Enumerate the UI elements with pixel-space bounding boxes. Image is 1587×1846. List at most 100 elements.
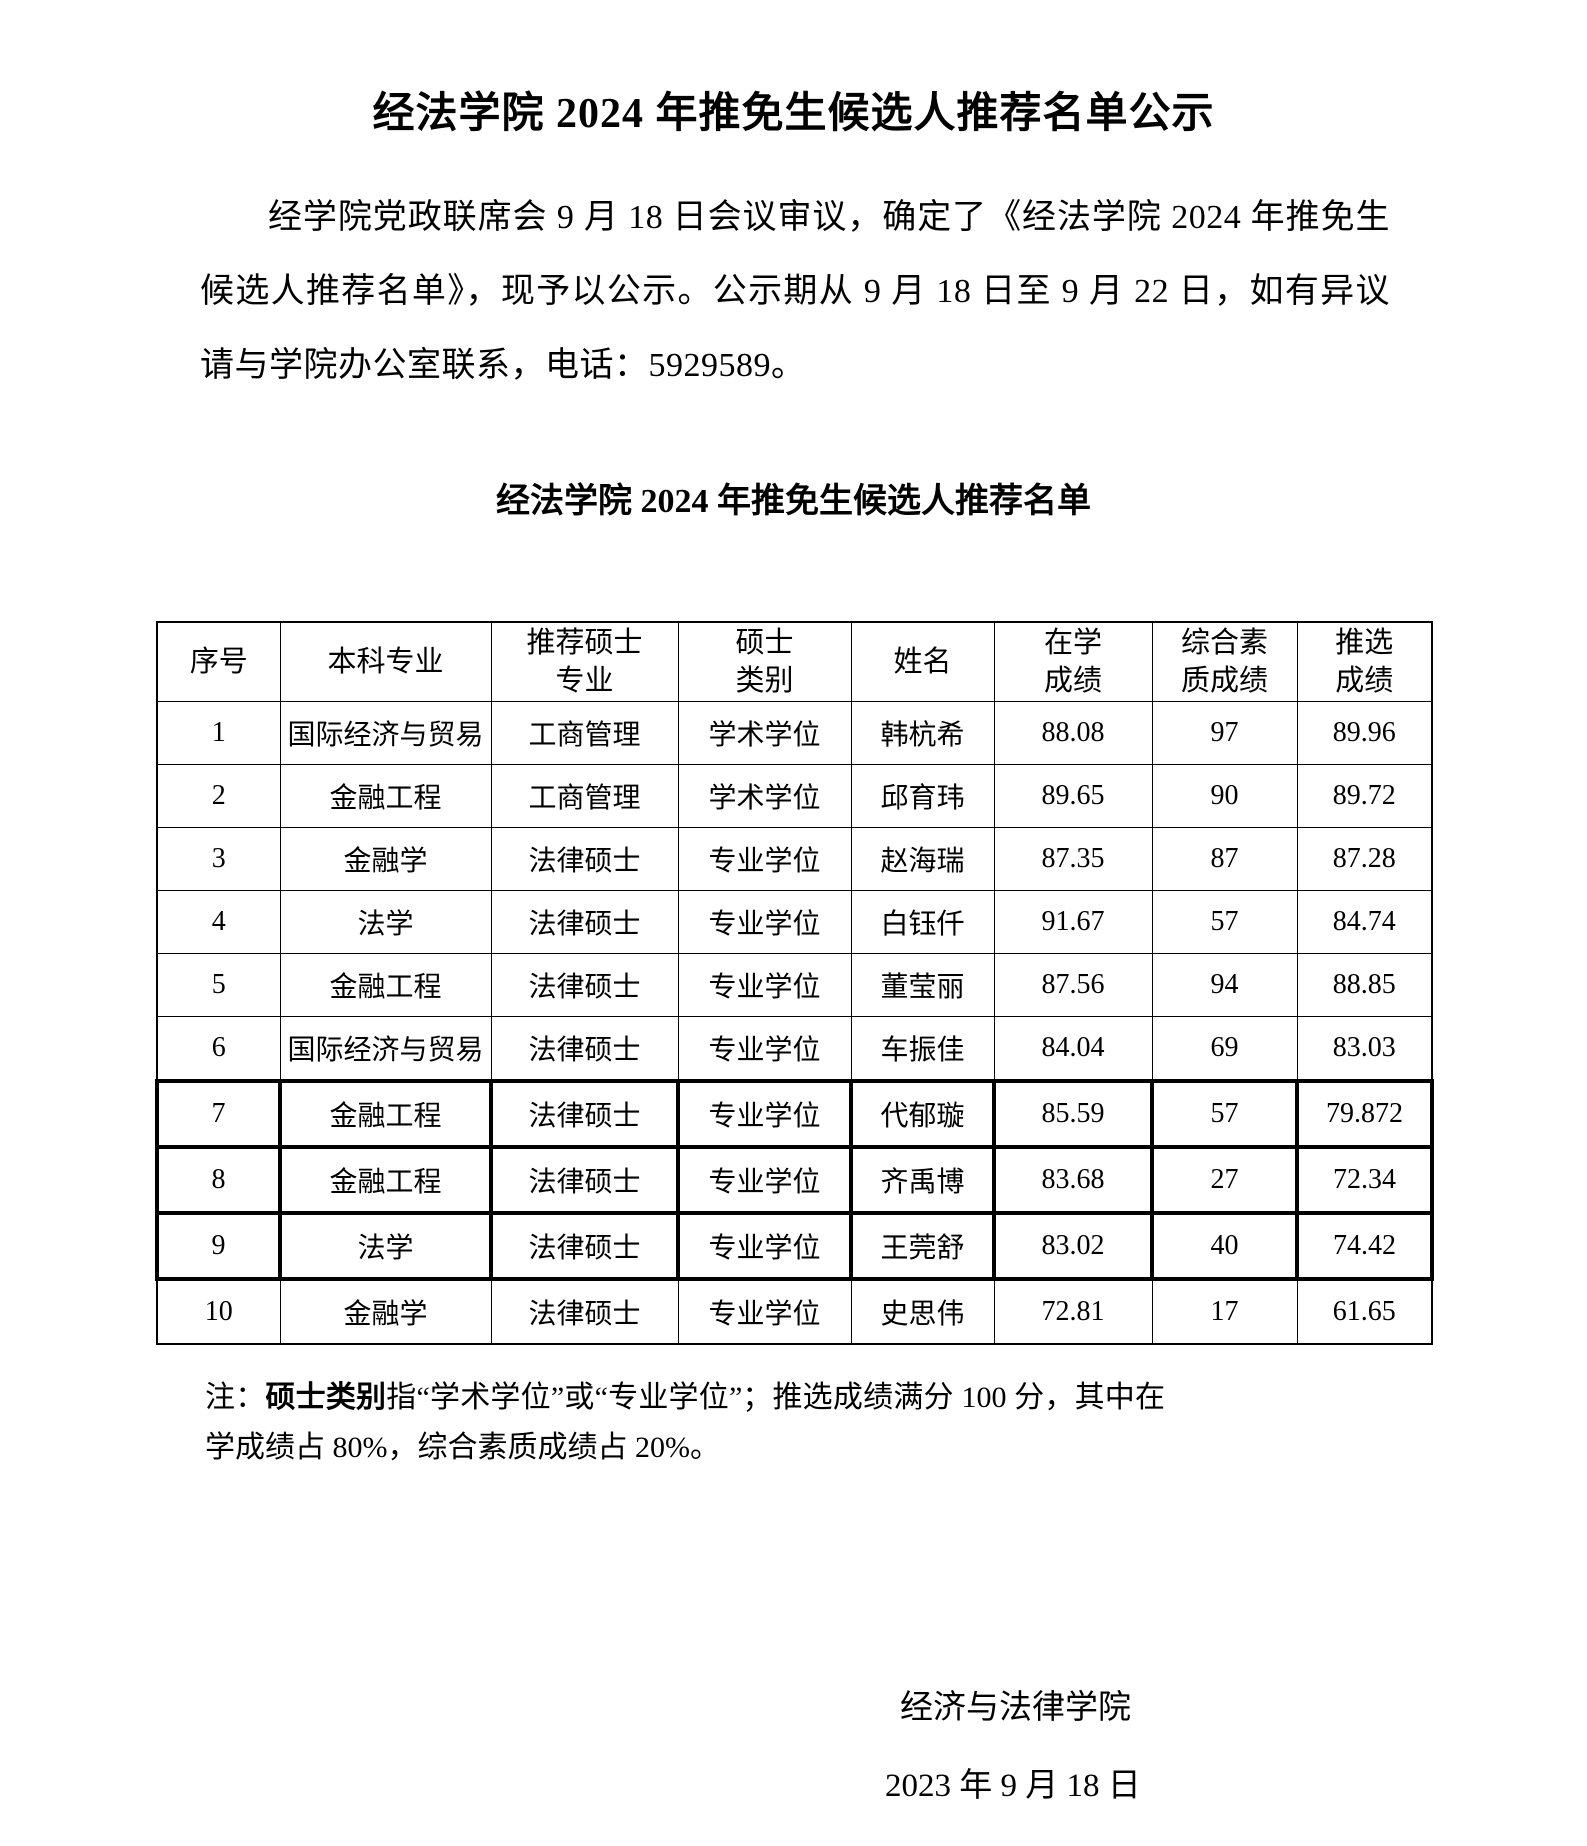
table-cell: 57 bbox=[1150, 1078, 1299, 1149]
table-row: 8 金融工程 法律硕士 专业学位 齐禹博 83.68 27 72.34 bbox=[155, 1144, 1434, 1215]
table-cell: 27 bbox=[1150, 1144, 1299, 1215]
table-cell: 白钰仟 bbox=[850, 889, 995, 954]
table-cell: 专业学位 bbox=[676, 1078, 853, 1149]
table-cell: 学术学位 bbox=[677, 700, 852, 765]
table-cell: 赵海瑞 bbox=[850, 826, 995, 891]
table-cell: 87.35 bbox=[993, 826, 1153, 891]
table-cell: 85.59 bbox=[992, 1078, 1154, 1149]
table-cell: 法律硕士 bbox=[489, 1210, 680, 1281]
column-header: 本科专业 bbox=[279, 621, 492, 702]
row-index-cell: 8 bbox=[155, 1144, 282, 1215]
date: 2023 年 9 月 18 日 bbox=[885, 1767, 1141, 1804]
table-cell: 89.96 bbox=[1296, 700, 1433, 765]
table-cell: 专业学位 bbox=[676, 1144, 853, 1215]
column-header: 序号 bbox=[156, 621, 281, 702]
table-cell: 王莞舒 bbox=[849, 1210, 996, 1281]
row-index-cell: 4 bbox=[156, 889, 281, 954]
note-rest: 指“学术学位”或“专业学位”；推选成绩满分 100 分，其中在学成绩占 80%，… bbox=[205, 1380, 1165, 1464]
row-index-cell: 6 bbox=[156, 1015, 281, 1081]
table-cell: 72.34 bbox=[1295, 1144, 1434, 1215]
column-header: 姓名 bbox=[850, 621, 995, 702]
table-cell: 61.65 bbox=[1296, 1278, 1433, 1344]
table-cell: 金融工程 bbox=[279, 952, 492, 1017]
table-cell: 专业学位 bbox=[677, 1278, 852, 1344]
table-row: 1 国际经济与贸易 工商管理 学术学位 韩杭希 88.08 97 89.96 bbox=[156, 700, 1433, 765]
table-cell: 金融工程 bbox=[279, 763, 492, 828]
row-index-cell: 2 bbox=[156, 763, 281, 828]
table-cell: 车振佳 bbox=[850, 1015, 995, 1081]
table-cell: 国际经济与贸易 bbox=[279, 1015, 492, 1081]
table-row: 2 金融工程 工商管理 学术学位 邱育玮 89.65 90 89.72 bbox=[156, 763, 1433, 828]
column-header: 硕士 类别 bbox=[677, 621, 852, 702]
table-cell: 专业学位 bbox=[676, 1210, 853, 1281]
table-cell: 齐禹博 bbox=[849, 1144, 996, 1215]
table-cell: 97 bbox=[1151, 700, 1298, 765]
table-cell: 87.28 bbox=[1296, 826, 1433, 891]
table-row: 6 国际经济与贸易 法律硕士 专业学位 车振佳 84.04 69 83.03 bbox=[156, 1015, 1433, 1081]
table-row: 3 金融学 法律硕士 专业学位 赵海瑞 87.35 87 87.28 bbox=[156, 826, 1433, 891]
column-header: 综合素 质成绩 bbox=[1151, 621, 1298, 702]
table-cell: 69 bbox=[1151, 1015, 1298, 1081]
table-cell: 邱育玮 bbox=[850, 763, 995, 828]
table-cell: 17 bbox=[1151, 1278, 1298, 1344]
table-cell: 专业学位 bbox=[677, 1015, 852, 1081]
row-index-cell: 3 bbox=[156, 826, 281, 891]
table-cell: 83.68 bbox=[992, 1144, 1154, 1215]
table-cell: 72.81 bbox=[993, 1278, 1153, 1344]
table-cell: 法律硕士 bbox=[490, 826, 679, 891]
table-cell: 工商管理 bbox=[490, 763, 679, 828]
table-cell: 57 bbox=[1151, 889, 1298, 954]
table-cell: 韩杭希 bbox=[850, 700, 995, 765]
table-cell: 国际经济与贸易 bbox=[279, 700, 492, 765]
table-cell: 法律硕士 bbox=[489, 1078, 680, 1149]
row-index-cell: 5 bbox=[156, 952, 281, 1017]
document-title: 经法学院 2024 年推免生候选人推荐名单公示 bbox=[372, 91, 1215, 137]
table-row: 9 法学 法律硕士 专业学位 王莞舒 83.02 40 74.42 bbox=[155, 1210, 1434, 1281]
table-cell: 董莹丽 bbox=[850, 952, 995, 1017]
row-index-cell: 7 bbox=[155, 1078, 282, 1149]
note-bold-term: 硕士类别 bbox=[265, 1380, 387, 1414]
table-cell: 87.56 bbox=[993, 952, 1153, 1017]
note-prefix: 注： bbox=[205, 1380, 266, 1414]
table-cell: 工商管理 bbox=[490, 700, 679, 765]
table-cell: 90 bbox=[1151, 763, 1298, 828]
table-row: 4 法学 法律硕士 专业学位 白钰仟 91.67 57 84.74 bbox=[156, 889, 1433, 954]
table-cell: 87 bbox=[1151, 826, 1298, 891]
table-cell: 91.67 bbox=[993, 889, 1153, 954]
table-cell: 代郁璇 bbox=[849, 1078, 996, 1149]
column-header: 在学 成绩 bbox=[993, 621, 1153, 702]
table-cell: 79.872 bbox=[1295, 1078, 1434, 1149]
table-row: 10 金融学 法律硕士 专业学位 史思伟 72.81 17 61.65 bbox=[156, 1278, 1433, 1344]
table-cell: 法律硕士 bbox=[490, 952, 679, 1017]
column-header: 推荐硕士 专业 bbox=[490, 621, 679, 702]
table-title: 经法学院 2024 年推免生候选人推荐名单 bbox=[496, 482, 1091, 520]
table-cell: 专业学位 bbox=[677, 889, 852, 954]
table-cell: 法律硕士 bbox=[490, 889, 679, 954]
table-cell: 84.04 bbox=[993, 1015, 1153, 1081]
table-cell: 法学 bbox=[278, 1210, 493, 1281]
note: 注：硕士类别指“学术学位”或“专业学位”；推选成绩满分 100 分，其中在学成绩… bbox=[205, 1373, 1165, 1473]
table-cell: 学术学位 bbox=[677, 763, 852, 828]
column-header: 推选 成绩 bbox=[1296, 621, 1433, 702]
row-index-cell: 9 bbox=[155, 1210, 282, 1281]
table-cell: 法学 bbox=[279, 889, 492, 954]
table-cell: 83.03 bbox=[1296, 1015, 1433, 1081]
table-cell: 89.72 bbox=[1296, 763, 1433, 828]
recommendation-table: 序号 本科专业 推荐硕士 专业 硕士 类别 姓名 在学 成绩 综合素 质成绩 推选 成绩 1 国际… bbox=[155, 620, 1434, 1345]
table-cell: 金融工程 bbox=[278, 1078, 493, 1149]
table-cell: 40 bbox=[1150, 1210, 1299, 1281]
announcement-paragraph: 经学院党政联席会 9 月 18 日会议审议，确定了《经法学院 2024 年推免生… bbox=[200, 198, 1390, 384]
signature: 经济与法律学院 bbox=[900, 1689, 1131, 1726]
table-cell: 专业学位 bbox=[677, 952, 852, 1017]
table-cell: 88.85 bbox=[1296, 952, 1433, 1017]
table-cell: 金融学 bbox=[279, 826, 492, 891]
table-cell: 史思伟 bbox=[850, 1278, 995, 1344]
table-row: 5 金融工程 法律硕士 专业学位 董莹丽 87.56 94 88.85 bbox=[156, 952, 1433, 1017]
row-index-cell: 1 bbox=[156, 700, 281, 765]
table-header-row: 序号 本科专业 推荐硕士 专业 硕士 类别 姓名 在学 成绩 综合素 质成绩 推选 成绩 bbox=[156, 621, 1433, 702]
table-cell: 88.08 bbox=[993, 700, 1153, 765]
table-cell: 83.02 bbox=[992, 1210, 1154, 1281]
table-cell: 89.65 bbox=[993, 763, 1153, 828]
table-cell: 法律硕士 bbox=[489, 1144, 680, 1215]
